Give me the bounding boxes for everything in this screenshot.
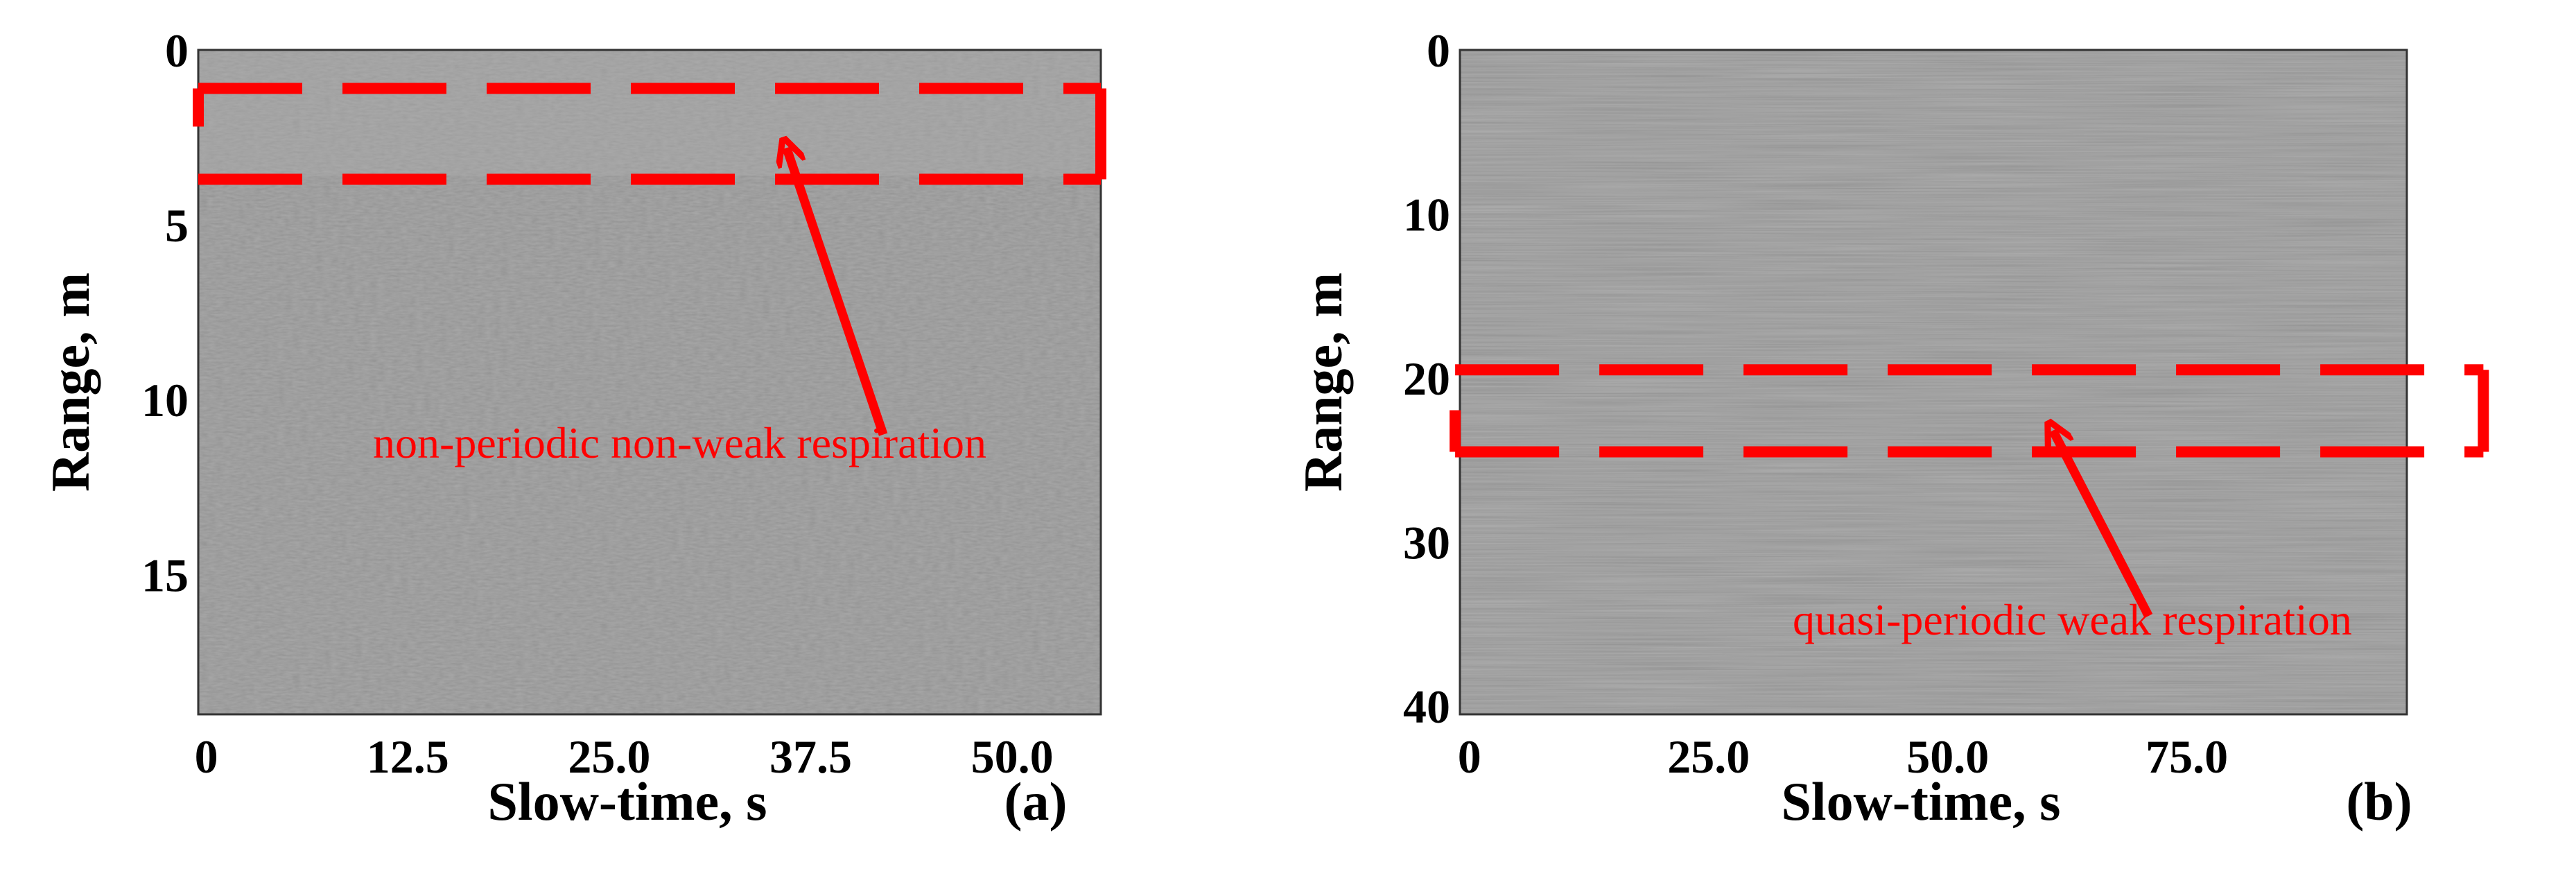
y-tick-label: 40 (1403, 680, 1450, 733)
y-tick-label: 10 (1403, 189, 1450, 241)
x-axis-label: Slow-time, s (488, 771, 767, 832)
panels-layer: 0 12.5 25.0 37.5 50.0 0 5 10 15 Slow-time, s Range… (40, 24, 2489, 832)
highlight-box (193, 83, 1106, 185)
x-axis-label: Slow-time, s (1782, 771, 2061, 832)
panel-label: (a) (1004, 771, 1068, 832)
y-tick-label: 5 (165, 199, 189, 252)
x-tick-label: 50.0 (971, 730, 1054, 783)
chart-panel-a: 0 12.5 25.0 37.5 50.0 0 5 10 15 Slow-time, s Range… (40, 24, 1106, 832)
x-tick-label: 50.0 (1906, 730, 1989, 783)
chart-panel-b: 0 25.0 50.0 75.0 0 10 20 30 40 Slow-time, s Range,… (1293, 24, 2489, 832)
x-tick-label: 37.5 (769, 730, 852, 783)
x-tick-label: 25.0 (568, 730, 650, 783)
panel-label: (b) (2346, 771, 2412, 832)
y-tick-label: 20 (1403, 352, 1450, 405)
annotation-text: quasi-periodic weak respiration (1793, 595, 2352, 644)
x-tick-label: 25.0 (1667, 730, 1750, 783)
x-tick-label: 75.0 (2146, 730, 2228, 783)
annotation-arrow (2053, 431, 2153, 619)
plot-frame (197, 49, 1102, 716)
x-tick-label: 12.5 (367, 730, 449, 783)
y-axis-label: Range, m (1293, 273, 1353, 492)
heatmap-near-range-band (198, 50, 1101, 176)
y-tick-label: 30 (1403, 517, 1450, 569)
y-tick-label: 0 (165, 24, 189, 77)
y-tick-label: 10 (141, 374, 189, 427)
y-tick-label: 15 (141, 549, 189, 601)
heatmap-texture (198, 50, 1101, 714)
annotation-text: non-periodic non-weak respiration (373, 418, 986, 467)
y-axis-label: Range, m (40, 273, 101, 492)
plot-frame (1459, 49, 2408, 716)
x-tick-label: 0 (1458, 730, 1481, 783)
y-tick-label: 0 (1427, 24, 1450, 77)
heatmap-texture (1460, 50, 2407, 714)
highlight-box (1450, 364, 2489, 458)
annotation-arrow (787, 148, 888, 436)
x-tick-label: 0 (195, 730, 218, 783)
